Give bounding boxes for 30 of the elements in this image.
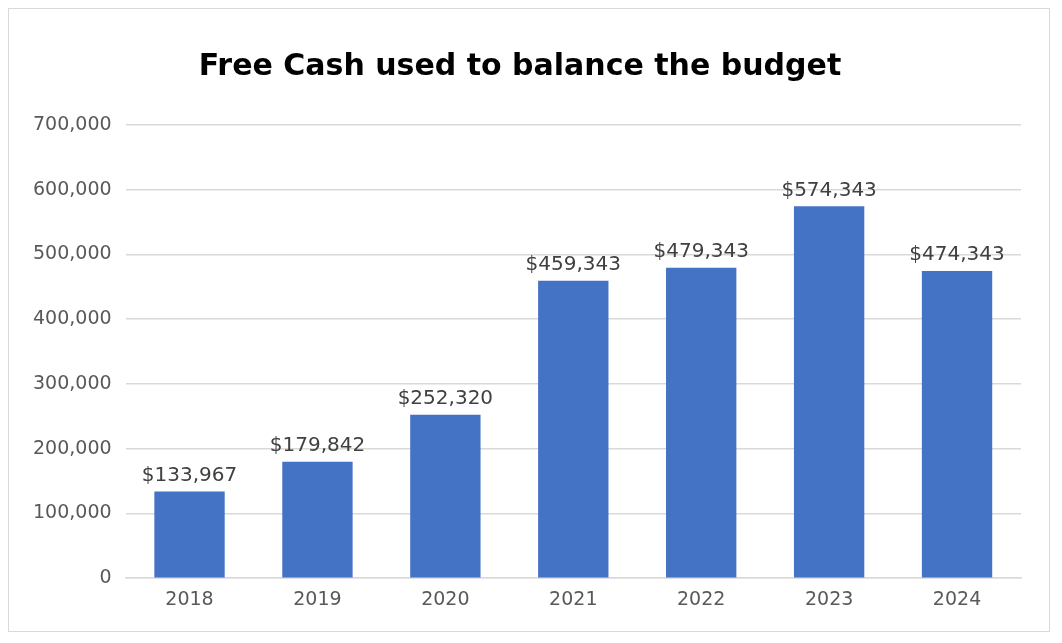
data-label: $574,343 [781, 176, 877, 201]
bar [793, 206, 865, 578]
data-label: $474,343 [909, 241, 1005, 266]
bar [666, 267, 737, 578]
x-tick-label: 2022 [677, 586, 726, 609]
y-tick-label: 500,000 [32, 241, 112, 264]
x-tick-label: 2019 [293, 586, 342, 609]
y-tick-label: 0 [99, 565, 112, 588]
y-tick-label: 300,000 [32, 370, 112, 393]
x-tick-label: 2021 [549, 586, 598, 609]
y-tick-label: 600,000 [32, 176, 112, 199]
bar [282, 461, 353, 578]
data-label: $252,320 [397, 385, 494, 410]
bar [410, 414, 481, 578]
bar [538, 280, 609, 578]
y-tick-label: 100,000 [32, 500, 112, 523]
bar [154, 491, 225, 578]
x-tick-label: 2018 [165, 586, 214, 609]
data-label: $459,343 [525, 251, 621, 276]
data-label: $179,842 [269, 431, 366, 456]
x-tick-label: 2020 [421, 586, 470, 609]
y-tick-label: 200,000 [32, 435, 112, 458]
data-label: $479,343 [653, 238, 749, 263]
y-tick-label: 700,000 [32, 111, 112, 134]
bar [921, 271, 993, 578]
y-tick-label: 400,000 [32, 306, 112, 329]
x-tick-label: 2023 [804, 586, 854, 609]
x-tick-label: 2024 [932, 586, 982, 609]
data-label: $133,967 [141, 461, 238, 486]
chart-title: Free Cash used to balance the budget [198, 46, 842, 82]
